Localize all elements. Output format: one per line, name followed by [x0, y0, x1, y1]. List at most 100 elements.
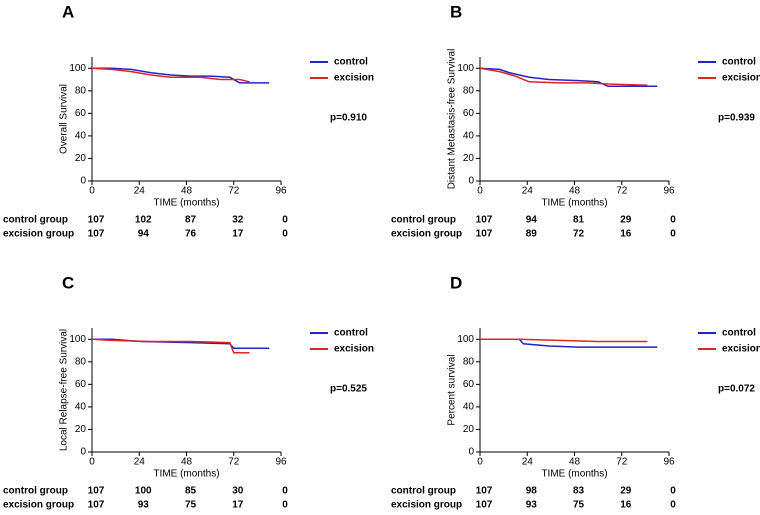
y-tick-label: 100 — [69, 334, 86, 345]
risk-count: 0 — [282, 500, 288, 511]
risk-count: 107 — [88, 229, 105, 240]
x-tick-label: 24 — [522, 457, 534, 468]
survival-line — [479, 67, 648, 86]
y-tick-label: 40 — [75, 402, 87, 413]
risk-count: 17 — [232, 500, 244, 511]
risk-count: 29 — [620, 486, 632, 497]
p-value: p=0.072 — [718, 384, 755, 395]
risk-row-label: excision group — [3, 500, 74, 511]
y-tick-label: 20 — [75, 153, 87, 164]
risk-count: 107 — [88, 215, 105, 226]
risk-count: 107 — [476, 486, 493, 497]
legend-label: excision — [722, 73, 760, 84]
y-tick-label: 100 — [69, 63, 86, 74]
risk-row-label: excision group — [3, 229, 74, 240]
y-tick-label: 40 — [463, 131, 475, 142]
y-tick-label: 60 — [463, 379, 475, 390]
x-tick-label: 96 — [275, 186, 287, 197]
risk-count: 85 — [185, 486, 197, 497]
x-axis-label: TIME (months) — [153, 198, 219, 209]
risk-row-label: excision group — [391, 500, 462, 511]
risk-count: 94 — [138, 229, 150, 240]
risk-row-label: control group — [3, 486, 68, 497]
legend-label: excision — [334, 344, 374, 355]
risk-count: 16 — [620, 229, 632, 240]
risk-count: 87 — [185, 215, 197, 226]
y-axis-label: Local Relapse-free Survival — [59, 329, 70, 451]
y-axis-label: Overall Survival — [59, 84, 70, 154]
y-axis-label: Distant Metastasis-free Survival — [447, 49, 458, 190]
x-tick-label: 48 — [569, 457, 581, 468]
risk-row-label: excision group — [391, 229, 462, 240]
risk-count: 100 — [135, 486, 152, 497]
legend-label: control — [722, 328, 756, 339]
panel-label: C — [62, 273, 74, 292]
y-tick-label: 80 — [463, 356, 475, 367]
x-tick-label: 0 — [89, 457, 95, 468]
survival-line — [91, 67, 250, 83]
x-tick-label: 0 — [477, 186, 483, 197]
x-tick-label: 72 — [616, 186, 628, 197]
y-tick-label: 60 — [75, 379, 87, 390]
y-tick-label: 0 — [80, 447, 86, 458]
legend-label: excision — [334, 73, 374, 84]
x-tick-label: 72 — [228, 457, 240, 468]
risk-count: 0 — [670, 486, 676, 497]
legend-label: excision — [722, 344, 760, 355]
risk-count: 75 — [185, 500, 197, 511]
y-tick-label: 100 — [457, 63, 474, 74]
risk-count: 75 — [573, 500, 585, 511]
y-axis-label: Percent survival — [447, 354, 458, 425]
risk-count: 81 — [573, 215, 585, 226]
risk-row-label: control group — [391, 486, 456, 497]
risk-count: 98 — [526, 486, 538, 497]
risk-count: 93 — [138, 500, 150, 511]
risk-count: 102 — [135, 215, 152, 226]
risk-row-label: control group — [3, 215, 68, 226]
legend-label: control — [722, 57, 756, 68]
x-tick-label: 72 — [616, 457, 628, 468]
x-tick-label: 24 — [134, 186, 146, 197]
y-tick-label: 100 — [457, 334, 474, 345]
p-value: p=0.939 — [718, 113, 755, 124]
y-tick-label: 0 — [468, 176, 474, 187]
panel-label: A — [62, 2, 74, 21]
x-tick-label: 72 — [228, 186, 240, 197]
risk-count: 0 — [670, 229, 676, 240]
survival-line — [479, 67, 658, 88]
p-value: p=0.910 — [330, 113, 367, 124]
y-tick-label: 20 — [463, 153, 475, 164]
y-tick-label: 0 — [468, 447, 474, 458]
panel-label: B — [450, 2, 462, 21]
risk-count: 107 — [88, 486, 105, 497]
x-tick-label: 48 — [569, 186, 581, 197]
x-tick-label: 96 — [663, 186, 675, 197]
y-tick-label: 60 — [75, 108, 87, 119]
risk-count: 89 — [526, 229, 538, 240]
risk-count: 94 — [526, 215, 538, 226]
risk-count: 0 — [282, 486, 288, 497]
x-tick-label: 24 — [134, 457, 146, 468]
survival-line — [91, 338, 250, 354]
legend-label: control — [334, 328, 368, 339]
risk-count: 107 — [476, 229, 493, 240]
risk-count: 32 — [232, 215, 244, 226]
risk-count: 107 — [476, 215, 493, 226]
y-tick-label: 20 — [463, 424, 475, 435]
risk-count: 93 — [526, 500, 538, 511]
survival-line — [480, 338, 648, 343]
risk-count: 30 — [232, 486, 244, 497]
p-value: p=0.525 — [330, 384, 367, 395]
legend-label: control — [334, 57, 368, 68]
risk-count: 16 — [620, 500, 632, 511]
y-tick-label: 20 — [75, 424, 87, 435]
x-tick-label: 0 — [477, 457, 483, 468]
x-axis-label: TIME (months) — [153, 469, 219, 480]
risk-count: 0 — [670, 215, 676, 226]
x-tick-label: 48 — [181, 457, 193, 468]
y-tick-label: 80 — [75, 85, 87, 96]
risk-count: 72 — [573, 229, 585, 240]
x-tick-label: 0 — [89, 186, 95, 197]
risk-count: 107 — [88, 500, 105, 511]
